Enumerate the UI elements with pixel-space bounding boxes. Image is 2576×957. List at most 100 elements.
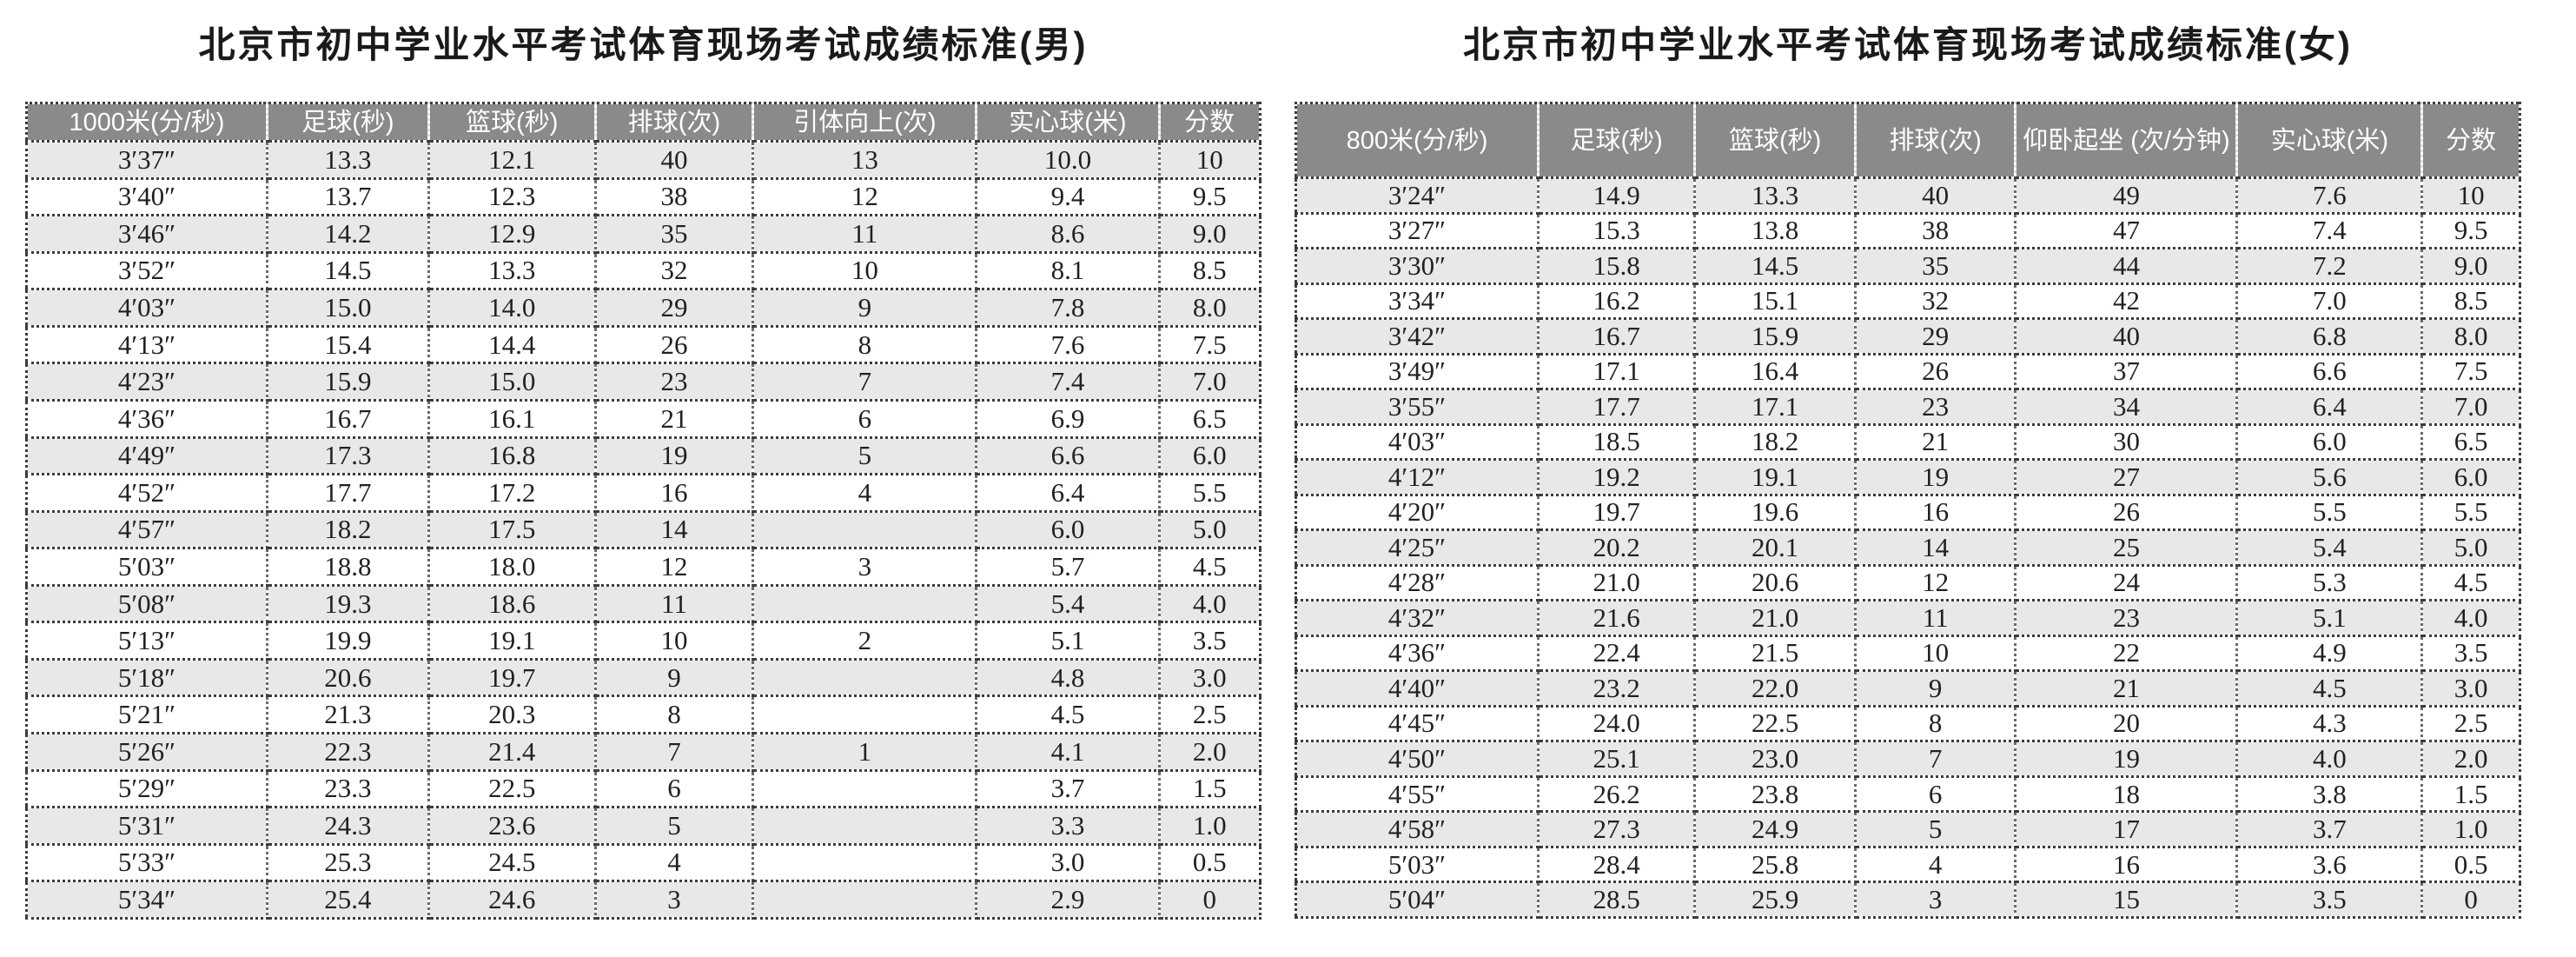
table-cell: 5′03″: [1295, 847, 1540, 884]
table-cell: 20.1: [1694, 529, 1857, 567]
table-cell: 18.2: [1694, 424, 1857, 462]
table-cell: 3.3: [976, 807, 1161, 846]
table-cell: 3.7: [976, 770, 1161, 809]
table-cell: 8.6: [976, 215, 1161, 254]
table-cell: 7.5: [2421, 354, 2521, 391]
header-cell: 足球(秒): [1538, 103, 1697, 179]
table-row: 4′55″ 26.2 23.8 6 18 3.8 1.5: [1295, 776, 2521, 814]
table-cell: 12: [595, 548, 755, 587]
table-cell: 15.1: [1694, 283, 1857, 321]
table-cell: 3.5: [2421, 635, 2521, 673]
header-cell: 篮球(秒): [428, 103, 597, 143]
table-cell: 6.8: [2236, 318, 2424, 356]
table-cell: 7.4: [976, 362, 1161, 402]
table-cell: 3.5: [2236, 881, 2424, 919]
table-cell: 12.9: [428, 215, 597, 254]
table-cell: 18.5: [1538, 424, 1697, 462]
table-cell: 25: [2015, 529, 2239, 567]
table-cell: 7: [595, 733, 755, 772]
table-cell: 24.0: [1538, 706, 1697, 743]
table-row: 5′33″ 25.3 24.5 4 3.0 0.5: [26, 844, 1262, 883]
table-cell: 3′52″: [26, 252, 268, 291]
table-cell: 22.5: [428, 770, 597, 809]
table-cell: 8.5: [2421, 283, 2521, 321]
table-cell: 5.4: [976, 585, 1161, 624]
table-row: 3′30″ 15.8 14.5 35 44 7.2 9.0: [1295, 248, 2521, 285]
table-cell: 20.6: [267, 659, 430, 698]
table-cell: 40: [2015, 318, 2239, 356]
header-cell: 1000米(分/秒): [26, 103, 268, 143]
table-cell: 25.4: [267, 881, 430, 920]
table-cell: 23: [1855, 389, 2017, 426]
table-cell: 5′31″: [26, 807, 268, 846]
table-cell: 4′20″: [1295, 495, 1540, 532]
table-cell: 19: [595, 437, 755, 476]
table-row: 4′20″ 19.7 19.6 16 26 5.5 5.5: [1295, 495, 2521, 532]
table-cell: 40: [1855, 177, 2017, 215]
table-cell: 25.8: [1694, 847, 1857, 884]
table-cell: 40: [595, 141, 755, 180]
table-cell: 19: [2015, 741, 2239, 778]
table-cell: 1.5: [2421, 776, 2521, 814]
table-cell: [752, 844, 978, 883]
table-cell: 9.0: [2421, 248, 2521, 285]
header-row: 1000米(分/秒) 足球(秒) 篮球(秒) 排球(次) 引体向上(次) 实心球(米) 分数: [26, 103, 1262, 143]
table-row: 4′28″ 21.0 20.6 12 24 5.3 4.5: [1295, 565, 2521, 602]
table-cell: 17.5: [428, 511, 597, 550]
table-cell: 7.2: [2236, 248, 2424, 285]
table-cell: 18.0: [428, 548, 597, 587]
table-cell: 3.8: [2236, 776, 2424, 814]
table-cell: 7.6: [976, 326, 1161, 365]
table-cell: 4′50″: [1295, 741, 1540, 778]
table-cell: 19.3: [267, 585, 430, 624]
table-row: 3′49″ 17.1 16.4 26 37 6.6 7.5: [1295, 354, 2521, 391]
table-cell: 10: [595, 621, 755, 661]
table-cell: 16.8: [428, 437, 597, 476]
table-cell: 21: [1855, 424, 2017, 462]
table-cell: 3.6: [2236, 847, 2424, 884]
table-cell: 13.3: [267, 141, 430, 180]
table-cell: 3′30″: [1295, 248, 1540, 285]
table-cell: 4: [1855, 847, 2017, 884]
table-cell: 5.5: [1159, 474, 1262, 513]
table-cell: 10: [752, 252, 978, 291]
table-cell: 37: [2015, 354, 2239, 391]
male-standards-section: 北京市初中学业水平考试体育现场考试成绩标准(男) 1000米(分/秒) 足球(秒)…: [25, 0, 1262, 957]
table-cell: 0: [2421, 881, 2521, 919]
table-cell: 17.7: [1538, 389, 1697, 426]
table-row: 3′52″ 14.5 13.3 32 10 8.1 8.5: [26, 252, 1262, 291]
table-row: 3′46″ 14.2 12.9 35 11 8.6 9.0: [26, 215, 1262, 254]
table-cell: 15.0: [428, 362, 597, 402]
header-cell: 足球(秒): [267, 103, 430, 143]
table-cell: 4′25″: [1295, 529, 1540, 567]
male-table-header: 1000米(分/秒) 足球(秒) 篮球(秒) 排球(次) 引体向上(次) 实心球(米) 分数: [26, 103, 1262, 143]
table-cell: 17.1: [1538, 354, 1697, 391]
table-row: 3′27″ 15.3 13.8 38 47 7.4 9.5: [1295, 213, 2521, 250]
table-cell: 2: [752, 621, 978, 661]
table-cell: 16.2: [1538, 283, 1697, 321]
table-cell: 8.5: [1159, 252, 1262, 291]
table-cell: 3: [595, 881, 755, 920]
table-cell: 13.3: [428, 252, 597, 291]
table-cell: 9: [595, 659, 755, 698]
table-cell: 4′45″: [1295, 706, 1540, 743]
table-row: 4′52″ 17.7 17.2 16 4 6.4 5.5: [26, 474, 1262, 513]
header-cell: 实心球(米): [976, 103, 1161, 143]
table-row: 3′42″ 16.7 15.9 29 40 6.8 8.0: [1295, 318, 2521, 356]
table-cell: 19: [1855, 459, 2017, 496]
table-cell: 28.5: [1538, 881, 1697, 919]
table-cell: 2.5: [1159, 695, 1262, 734]
table-cell: 44: [2015, 248, 2239, 285]
table-cell: 5′13″: [26, 621, 268, 661]
table-cell: 7: [752, 362, 978, 402]
table-row: 5′03″ 28.4 25.8 4 16 3.6 0.5: [1295, 847, 2521, 884]
table-cell: 0.5: [2421, 847, 2521, 884]
table-cell: 3′42″: [1295, 318, 1540, 356]
table-cell: 5′34″: [26, 881, 268, 920]
table-cell: 11: [595, 585, 755, 624]
table-cell: 4.5: [1159, 548, 1262, 587]
table-cell: 35: [595, 215, 755, 254]
header-cell: 篮球(秒): [1694, 103, 1857, 179]
table-cell: 10: [1159, 141, 1262, 180]
